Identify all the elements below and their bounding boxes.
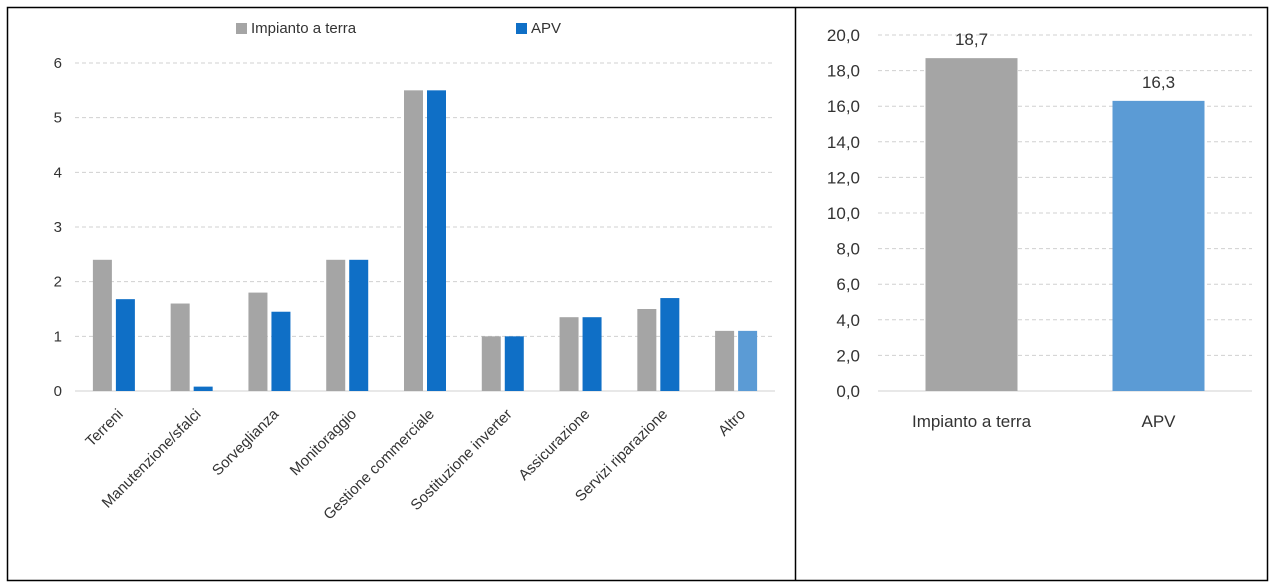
right-y-tick-label: 18,0 [827,62,860,81]
left-y-tick-label: 2 [54,274,62,291]
bar-impianto-a-terra-altro [715,330,735,391]
x-tick-label-altro: Altro [715,406,749,440]
right-y-tick-label: 8,0 [836,240,860,259]
legend: Impianto a terra APV [236,20,561,37]
right-y-axis-ticks: 0,0 2,0 4,0 6,0 8,0 10,0 12,0 14,0 16,0 18,0 20,0 [827,26,860,401]
right-y-tick-label: 10,0 [827,204,860,223]
bar-apv-sorveglianza [271,311,291,391]
bar-apv-assicurazione [582,317,602,391]
bar-apv-monitoraggio [349,259,369,391]
legend-label-apv: APV [531,20,561,37]
bar-apv-servizi-riparazione [660,298,680,391]
right-y-tick-label: 4,0 [836,311,860,330]
figure-frame [6,6,1269,582]
x-tick-label-monitoraggio: Monitoraggio [287,406,360,479]
bar-total-impianto-a-terra [925,58,1018,391]
bar-apv-manutenzione-sfalci [193,386,213,391]
bar-impianto-a-terra-sorveglianza [248,292,268,391]
bar-apv-gestione-commerciale [427,90,446,391]
bar-apv-altro [738,330,758,391]
x-tick-label-sorveglianza: Sorveglianza [209,405,283,479]
left-y-tick-label: 5 [54,110,62,127]
right-y-tick-label: 20,0 [827,26,860,45]
right-x-axis-labels: Impianto a terra APV [912,412,1176,431]
bar-impianto-a-terra-terreni [92,259,112,391]
right-y-tick-label: 0,0 [836,382,860,401]
left-y-tick-label: 0 [54,383,62,400]
data-label-impianto-a-terra: 18,7 [955,30,988,49]
right-data-labels: 18,7 16,3 [955,30,1175,92]
right-y-tick-label: 12,0 [827,168,860,187]
bar-impianto-a-terra-monitoraggio [326,259,346,391]
legend-label-ground: Impianto a terra [251,20,357,37]
bar-total-apv [1112,100,1205,392]
legend-swatch-apv [516,23,527,34]
bar-impianto-a-terra-sostituzione-inverter [481,336,501,391]
right-y-tick-label: 14,0 [827,133,860,152]
left-bars [92,90,758,391]
bar-apv-sostituzione-inverter [504,336,524,391]
x-tick-label-apv: APV [1141,412,1176,431]
right-bar-chart: 0,02,04,06,08,010,012,014,016,018,020,0 … [827,26,1252,431]
x-tick-label-assicurazione: Assicurazione [515,406,593,484]
x-tick-label-impianto-a-terra: Impianto a terra [912,412,1032,431]
left-y-axis-ticks: 0 1 2 3 4 5 6 [54,55,62,400]
x-tick-label-terreni: Terreni [82,406,126,450]
right-y-tick-label: 16,0 [827,97,860,116]
left-gridlines [75,62,775,392]
bar-impianto-a-terra-servizi-riparazione [637,309,657,391]
right-bars [925,58,1205,392]
bar-apv-terreni [115,299,135,391]
data-label-apv: 16,3 [1142,73,1175,92]
left-y-tick-label: 6 [54,55,62,72]
bar-impianto-a-terra-manutenzione-sfalci [170,303,190,391]
right-y-tick-label: 2,0 [836,346,860,365]
legend-swatch-ground [236,23,247,34]
left-y-tick-label: 3 [54,219,62,236]
bar-impianto-a-terra-gestione-commerciale [404,90,423,391]
left-y-tick-label: 1 [54,328,62,345]
left-y-tick-label: 4 [54,164,62,181]
bar-impianto-a-terra-assicurazione [559,317,579,391]
right-y-tick-label: 6,0 [836,275,860,294]
